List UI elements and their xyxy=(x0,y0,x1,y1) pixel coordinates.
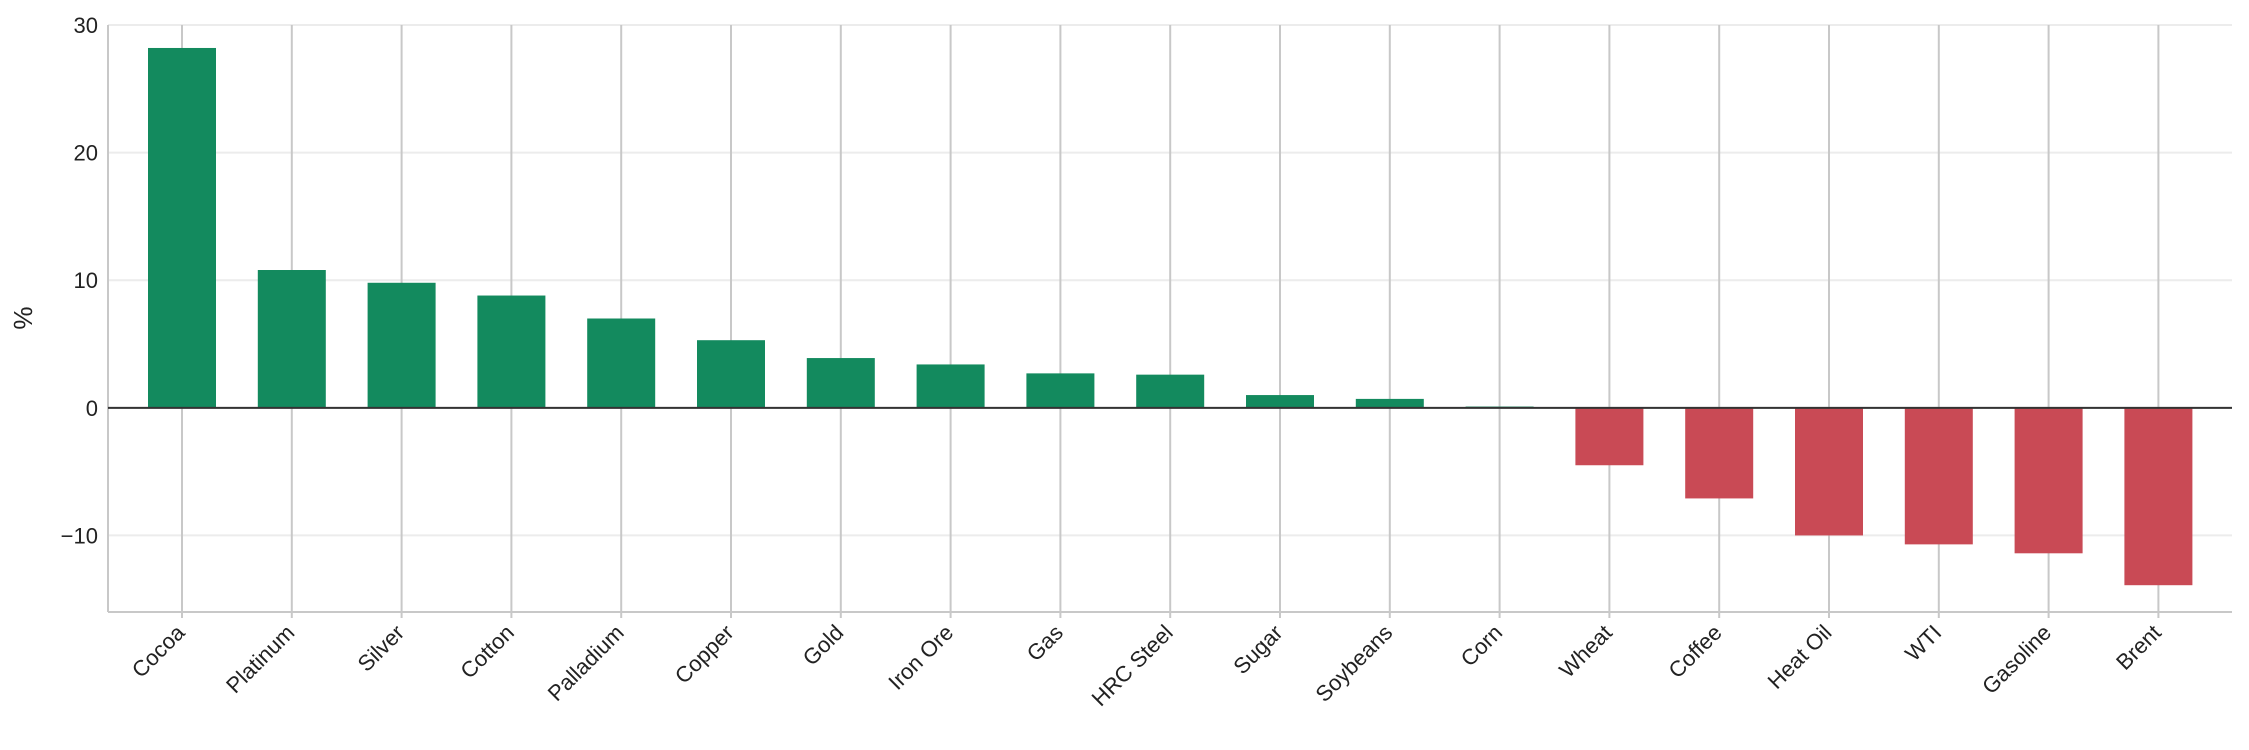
bars-layer xyxy=(148,47,2193,586)
bar-iron-ore xyxy=(916,364,985,408)
y-axis-label: % xyxy=(8,306,38,329)
x-tick-label: Gold xyxy=(798,620,849,671)
x-tick-label: Platinum xyxy=(221,620,299,698)
x-tick-label: WTI xyxy=(1900,620,1946,666)
x-tick-label: Iron Ore xyxy=(883,620,958,695)
bar-cocoa xyxy=(148,47,216,408)
x-tick-label: Sugar xyxy=(1228,620,1287,679)
x-tick-label: Cocoa xyxy=(127,619,190,682)
bar-sugar xyxy=(1246,395,1314,408)
bar-brent xyxy=(2124,407,2193,586)
x-tick-label: Palladium xyxy=(543,620,629,706)
y-tick-label: −10 xyxy=(61,523,98,548)
bar-silver xyxy=(367,282,436,408)
x-tick-label: Coffee xyxy=(1664,620,1727,683)
y-tick-label: 0 xyxy=(86,396,98,421)
bar-platinum xyxy=(257,270,326,408)
bar-gasoline xyxy=(2014,407,2083,554)
x-tick-label: Copper xyxy=(670,620,739,689)
bar-coffee xyxy=(1685,407,1754,499)
x-tick-label: Brent xyxy=(2111,620,2166,675)
x-tick-label: HRC Steel xyxy=(1087,620,1178,711)
x-tick-label: Gasoline xyxy=(1977,620,2056,699)
axis-layer xyxy=(107,25,2232,613)
bar-palladium xyxy=(587,318,656,408)
bar-soybeans xyxy=(1355,398,1424,408)
bar-gold xyxy=(806,358,875,408)
x-tick-label: Cotton xyxy=(455,620,519,684)
y-tick-label: 10 xyxy=(74,268,98,293)
bar-copper xyxy=(697,340,765,408)
x-tick-label: Soybeans xyxy=(1310,620,1397,707)
x-tick-label: Gas xyxy=(1022,620,1068,666)
y-tick-label: 30 xyxy=(74,13,98,38)
x-tick-label: Wheat xyxy=(1554,620,1617,683)
bar-heat-oil xyxy=(1795,407,1863,536)
bar-gas xyxy=(1026,373,1095,408)
bar-wheat xyxy=(1575,407,1644,466)
y-tick-label: 20 xyxy=(74,141,98,166)
bar-hrc-steel xyxy=(1136,374,1205,408)
bar-wti xyxy=(1904,407,1973,545)
x-tick-label: Corn xyxy=(1456,620,1507,671)
bar-cotton xyxy=(477,295,546,408)
x-tick-label: Silver xyxy=(353,620,410,677)
x-tick-label: Heat Oil xyxy=(1763,620,1837,694)
